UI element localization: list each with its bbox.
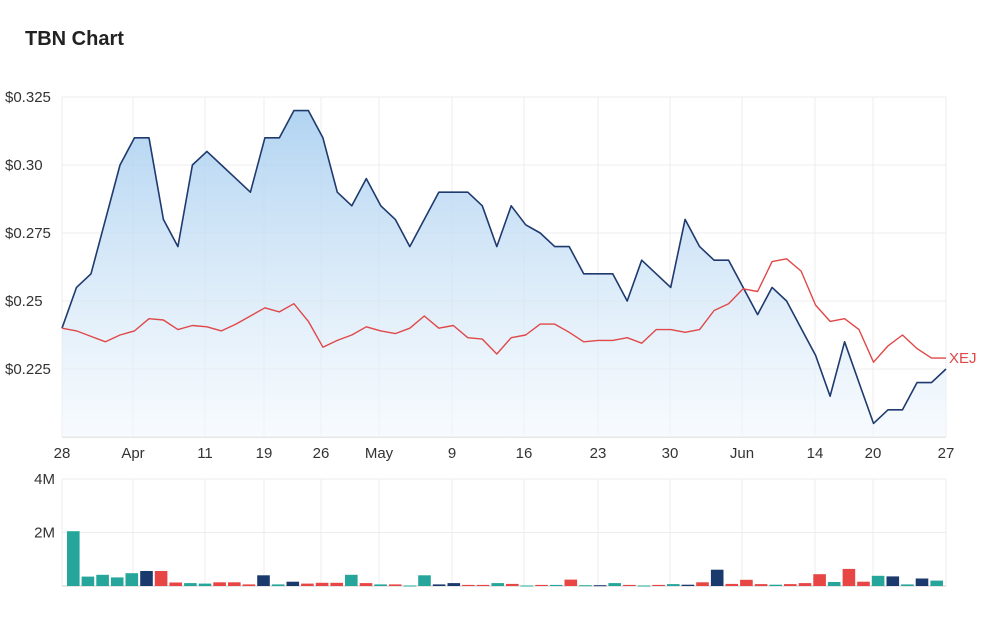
volume-bar — [125, 573, 139, 586]
volume-bar — [228, 582, 241, 586]
volume-bar — [271, 584, 285, 586]
volume-bar — [930, 580, 943, 586]
xej-end-label: XEJ — [949, 350, 977, 367]
x-tick-label: 30 — [662, 445, 679, 462]
volume-bar — [96, 574, 109, 586]
volume-bar — [506, 583, 519, 586]
volume-bar — [67, 531, 80, 586]
x-tick-label: May — [365, 445, 394, 462]
volume-bar — [403, 585, 417, 587]
volume-bar — [432, 584, 446, 586]
volume-bar — [418, 575, 431, 586]
volume-bar — [345, 574, 358, 586]
x-tick-label: 16 — [516, 445, 533, 462]
volume-bar — [462, 584, 475, 586]
volume-bar — [476, 584, 490, 586]
y-tick-label: $0.225 — [5, 361, 51, 378]
volume-bar — [388, 584, 402, 586]
tbn-area — [62, 110, 946, 437]
volume-bar — [857, 581, 870, 586]
volume-bar — [198, 583, 212, 586]
x-tick-label: Jun — [730, 445, 754, 462]
volume-bar — [491, 583, 504, 586]
volume-bar — [169, 582, 182, 586]
x-tick-label: 27 — [938, 445, 955, 462]
x-tick-label: 9 — [448, 445, 456, 462]
volume-bar — [915, 578, 929, 586]
volume-bar — [710, 569, 724, 586]
volume-bar — [301, 583, 314, 586]
volume-bar — [652, 584, 665, 586]
x-tick-label: Apr — [121, 445, 144, 462]
volume-bar — [798, 583, 812, 586]
y-tick-label: $0.25 — [5, 293, 43, 310]
volume-bar — [374, 584, 387, 586]
volume-bar — [886, 576, 900, 586]
x-tick-label: 19 — [256, 445, 273, 462]
x-tick-label: 14 — [807, 445, 824, 462]
volume-bar — [564, 579, 578, 586]
volume-tick-label: 2M — [34, 525, 55, 542]
volume-bar — [813, 574, 826, 586]
volume-tick-label: 4M — [34, 471, 55, 488]
volume-bar — [769, 584, 782, 586]
volume-bar — [725, 583, 739, 586]
x-tick-label: 23 — [590, 445, 607, 462]
x-tick-label: 20 — [865, 445, 882, 462]
volume-bar — [593, 585, 607, 587]
tbn-series-line — [61, 109, 947, 425]
volume-bar — [520, 585, 534, 587]
volume-bar — [842, 568, 856, 586]
y-tick-label: $0.325 — [5, 89, 51, 106]
volume-bar — [242, 584, 256, 586]
volume-bar — [871, 575, 885, 586]
volume-bar — [286, 581, 300, 586]
volume-bar — [330, 582, 343, 586]
volume-bar — [608, 583, 621, 586]
volume-bar — [140, 571, 153, 586]
volume-bar — [359, 583, 373, 586]
volume-bar — [154, 571, 168, 586]
volume-bar — [827, 582, 841, 586]
volume-bar — [623, 584, 636, 586]
x-tick-label: 11 — [197, 445, 213, 462]
volume-bar — [667, 584, 680, 586]
volume-bar — [81, 576, 95, 586]
volume-bar — [447, 583, 461, 586]
volume-bar — [257, 575, 270, 586]
volume-bar — [110, 577, 124, 586]
xej-series-line — [61, 258, 946, 363]
volume-bar — [754, 584, 768, 586]
x-tick-label: 28 — [54, 445, 71, 462]
volume-bar — [740, 579, 753, 586]
volume-bar — [579, 585, 592, 587]
volume-bar — [213, 582, 226, 586]
volume-bar — [784, 584, 797, 586]
volume-bar — [901, 584, 914, 586]
volume-bar — [184, 583, 197, 586]
y-tick-label: $0.275 — [5, 225, 51, 242]
volume-bar — [549, 584, 563, 586]
volume-bar — [681, 584, 695, 586]
volume-bar — [315, 582, 329, 586]
x-tick-label: 26 — [313, 445, 330, 462]
chart-title: TBN Chart — [25, 28, 124, 50]
volume-bar — [637, 585, 651, 587]
y-tick-label: $0.30 — [5, 157, 43, 174]
volume-bar — [535, 584, 548, 586]
volume-bar — [696, 582, 709, 586]
